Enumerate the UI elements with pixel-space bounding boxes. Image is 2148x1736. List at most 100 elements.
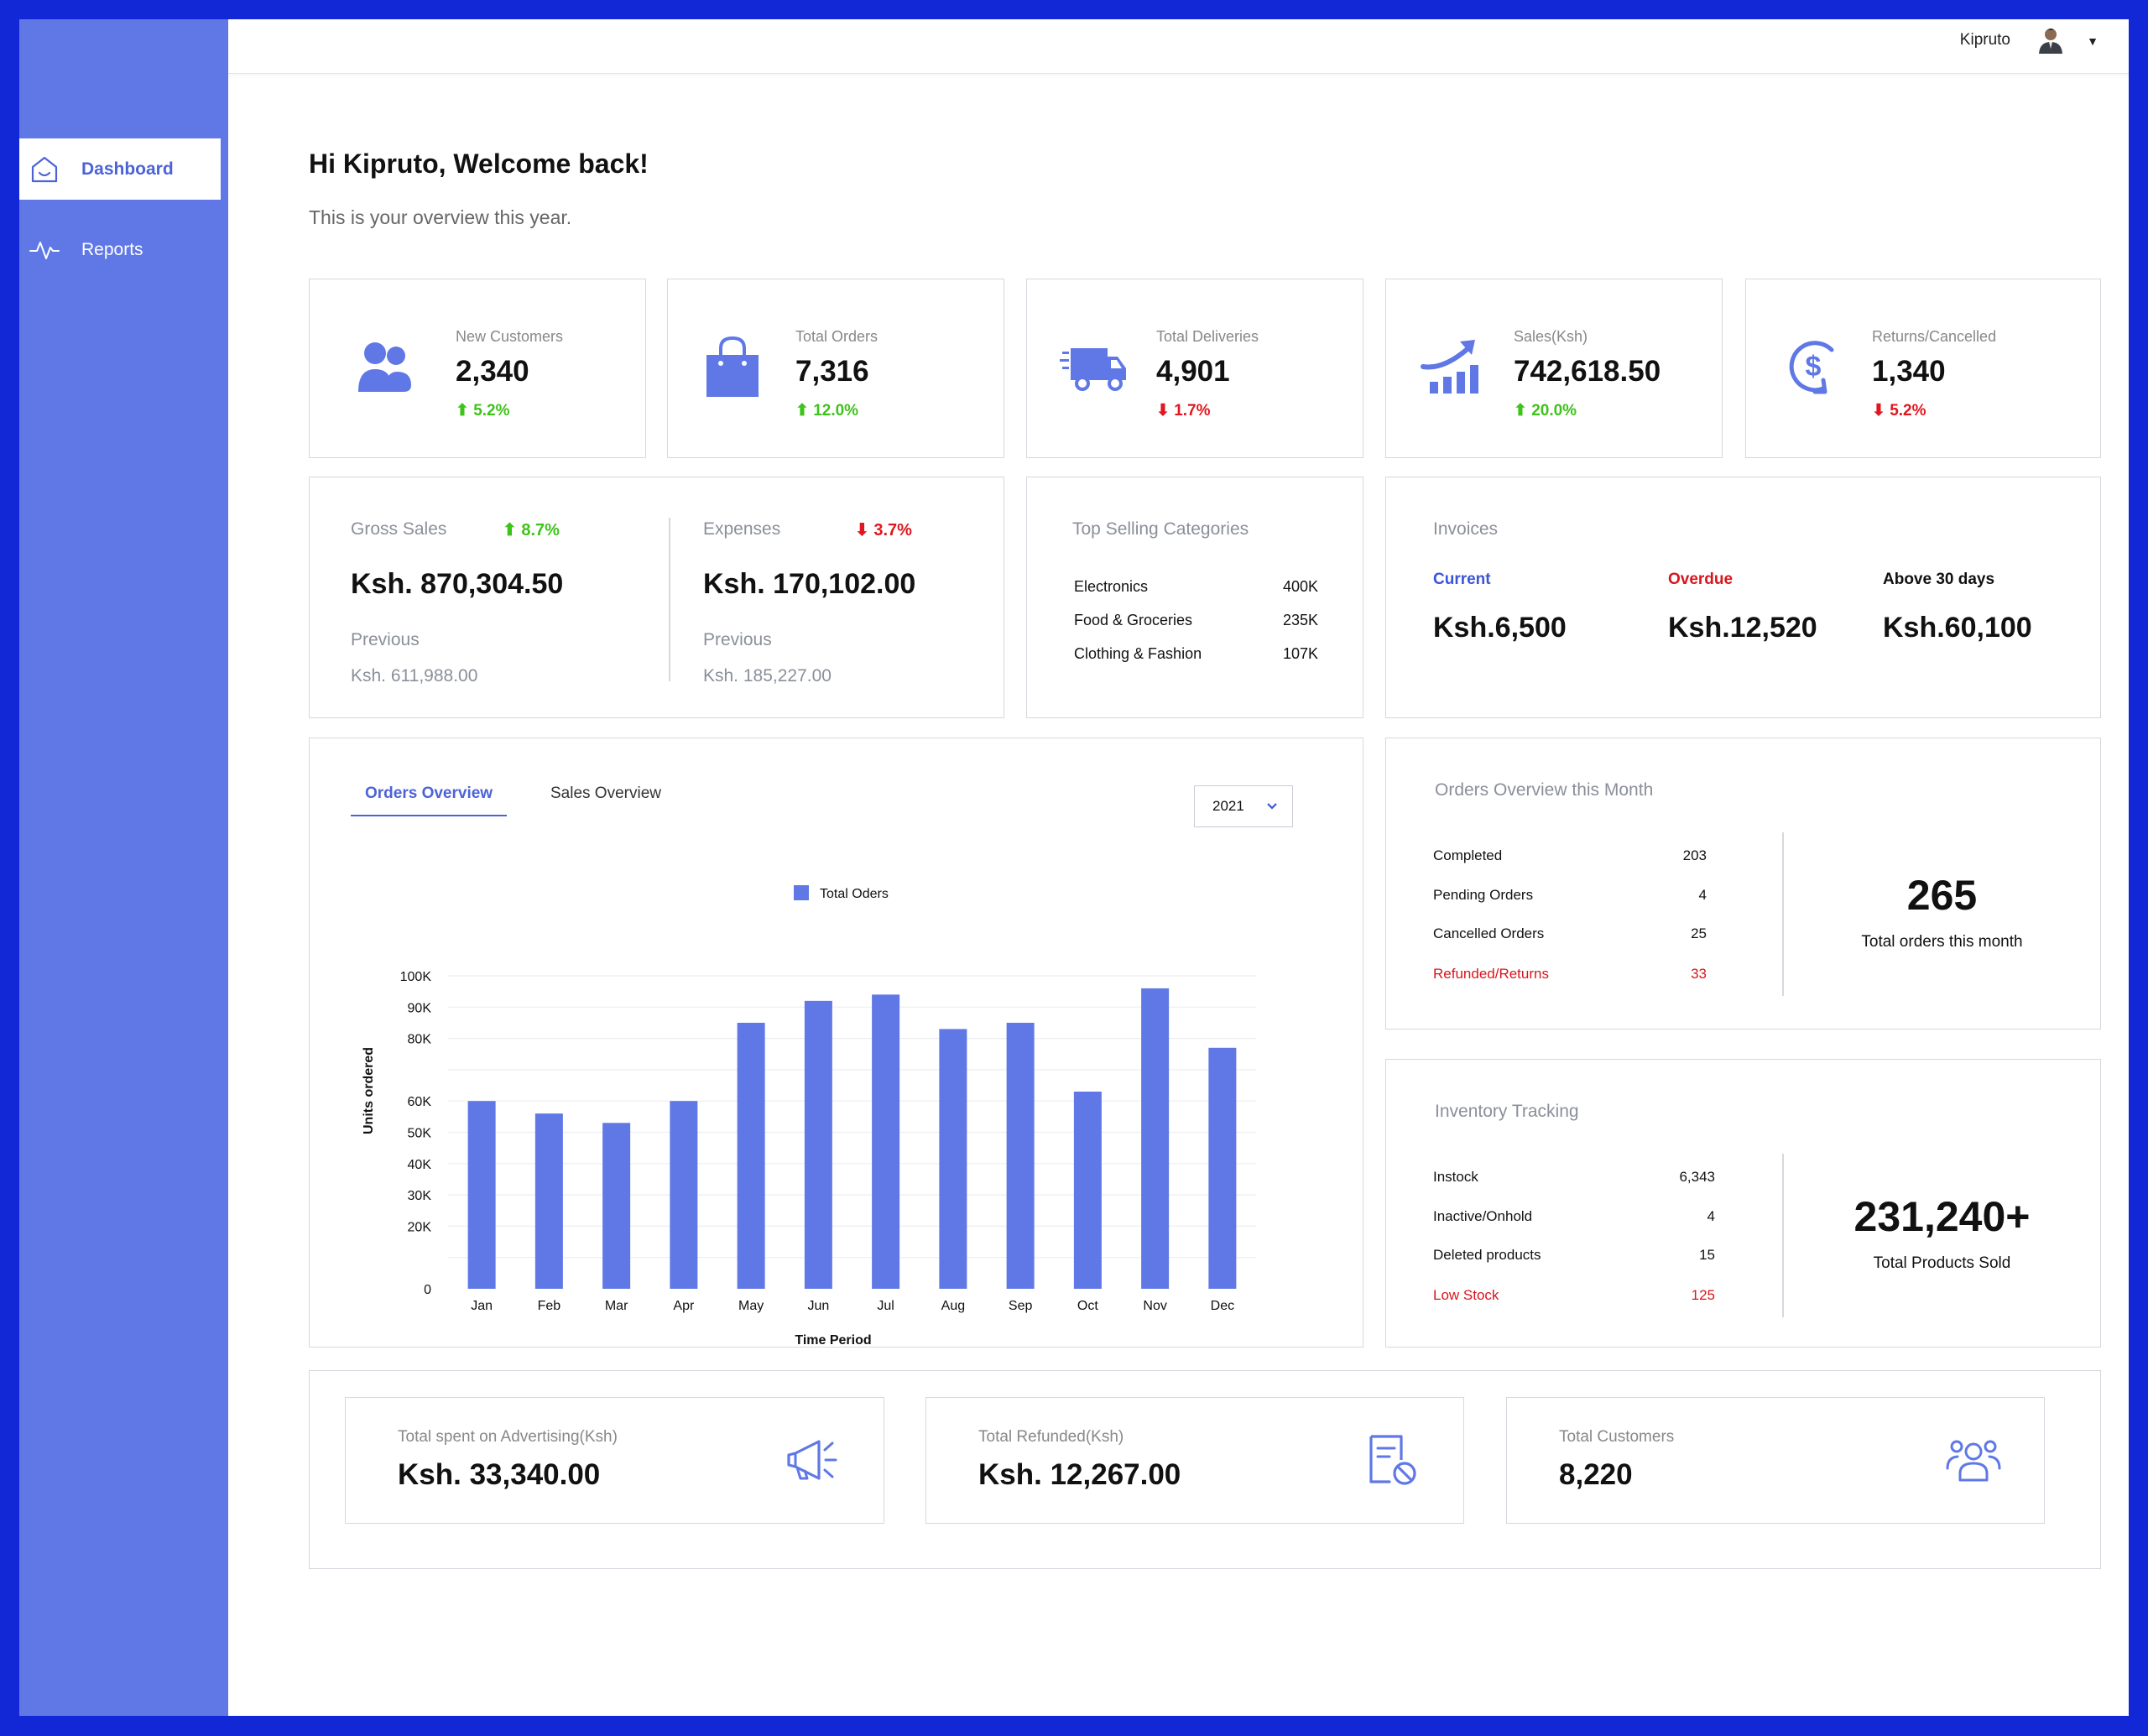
kpi-change: ⬆ 12.0% bbox=[795, 402, 859, 420]
orders-bar-chart: 0 20K 30K 40K 50K 60K 80K 90K 100K Jan Feb Mar Apr M… bbox=[362, 885, 1256, 1348]
expenses-label: Expenses bbox=[703, 519, 781, 539]
user-name[interactable]: Kipruto bbox=[1959, 31, 2010, 49]
gross-sales-value: Ksh. 870,304.50 bbox=[351, 568, 564, 600]
tab-orders-overview[interactable]: Orders Overview bbox=[351, 785, 508, 816]
y-tick-label: 30K bbox=[408, 1189, 432, 1203]
svg-text:$: $ bbox=[1806, 351, 1822, 383]
invoice-current-value: Ksh.6,500 bbox=[1433, 612, 1567, 644]
bar-apr[interactable] bbox=[670, 1101, 698, 1289]
kpi-card-new-customers: New Customers 2,340 ⬆ 5.2% bbox=[309, 279, 646, 458]
arrow-down-icon: ⬇ bbox=[855, 521, 869, 540]
refunded-card: Total Refunded(Ksh) Ksh. 12,267.00 bbox=[925, 1397, 1464, 1524]
sidebar-item-label: Reports bbox=[81, 239, 143, 259]
inventory-inactive-value: 4 bbox=[1707, 1208, 1715, 1224]
x-tick-label: Nov bbox=[1143, 1299, 1166, 1313]
bar-sep[interactable] bbox=[1006, 1022, 1035, 1289]
kpi-label: Sales(Ksh) bbox=[1514, 328, 1588, 345]
megaphone-icon bbox=[782, 1430, 842, 1490]
orders-refunded-label: Refunded/Returns bbox=[1433, 966, 1549, 982]
orders-refunded-value: 33 bbox=[1691, 966, 1707, 982]
inventory-total: 231,240+ bbox=[1853, 1193, 2031, 1240]
bar-jul[interactable] bbox=[872, 994, 900, 1289]
refund-document-icon bbox=[1363, 1430, 1423, 1490]
kpi-change: ⬆ 20.0% bbox=[1514, 402, 1577, 420]
bar-mar[interactable] bbox=[602, 1123, 631, 1289]
bar-jan[interactable] bbox=[467, 1101, 496, 1289]
advertising-value: Ksh. 33,340.00 bbox=[398, 1458, 601, 1491]
x-tick-label: Dec bbox=[1211, 1299, 1234, 1313]
sidebar-item-reports[interactable]: Reports bbox=[19, 219, 221, 280]
x-axis-title: Time Period bbox=[795, 1333, 871, 1348]
orders-month-title: Orders Overview this Month bbox=[1435, 780, 1654, 800]
advertising-card: Total spent on Advertising(Ksh) Ksh. 33,… bbox=[345, 1397, 884, 1524]
inventory-lowstock-value: 125 bbox=[1691, 1287, 1715, 1303]
orders-pending-label: Pending Orders bbox=[1433, 887, 1534, 903]
category-name: Food & Groceries bbox=[1074, 612, 1193, 628]
invoice-overdue-label: Overdue bbox=[1668, 571, 1734, 588]
kpi-label: New Customers bbox=[456, 328, 564, 345]
arrow-down-icon: ⬇ bbox=[1872, 402, 1885, 420]
bar-jun[interactable] bbox=[804, 1000, 832, 1289]
divider bbox=[1782, 1154, 1784, 1317]
top-bar: Kipruto ▼ bbox=[228, 19, 2129, 74]
app-frame: Dashboard Reports Kipruto ▼ Hi Kipruto, … bbox=[19, 19, 2129, 1716]
bar-dec[interactable] bbox=[1208, 1047, 1237, 1289]
category-value: 235K bbox=[1282, 612, 1318, 628]
kpi-value: 1,340 bbox=[1872, 355, 1946, 388]
inventory-card: Inventory Tracking Instock 6,343 Inactiv… bbox=[1385, 1059, 2101, 1348]
category-name: Clothing & Fashion bbox=[1074, 645, 1202, 662]
inventory-deleted-label: Deleted products bbox=[1433, 1247, 1541, 1263]
invoices-card: Invoices Current Ksh.6,500 Overdue Ksh.1… bbox=[1385, 477, 2101, 718]
kpi-card-total-deliveries: Total Deliveries 4,901 ⬇ 1.7% bbox=[1026, 279, 1363, 458]
summary-card: Total spent on Advertising(Ksh) Ksh. 33,… bbox=[309, 1370, 2101, 1569]
category-value: 400K bbox=[1282, 578, 1318, 595]
bar-oct[interactable] bbox=[1073, 1092, 1102, 1289]
orders-month-card: Orders Overview this Month Completed 203… bbox=[1385, 738, 2101, 1030]
inventory-inactive-label: Inactive/Onhold bbox=[1433, 1208, 1533, 1224]
invoice-above30-value: Ksh.60,100 bbox=[1883, 612, 2032, 644]
arrow-up-icon: ⬆ bbox=[1514, 402, 1527, 420]
kpi-value: 7,316 bbox=[795, 355, 869, 388]
kpi-label: Returns/Cancelled bbox=[1872, 328, 1997, 345]
expenses-value: Ksh. 170,102.00 bbox=[703, 568, 916, 600]
delivery-truck-icon bbox=[1059, 331, 1129, 402]
x-tick-label: Mar bbox=[605, 1299, 628, 1313]
dollar-return-icon: $ bbox=[1778, 331, 1848, 402]
y-tick-label: 20K bbox=[408, 1220, 432, 1234]
chart-grid bbox=[448, 975, 1256, 1259]
refunded-label: Total Refunded(Ksh) bbox=[978, 1428, 1124, 1446]
chevron-down-icon[interactable]: ▼ bbox=[2087, 34, 2098, 48]
bar-aug[interactable] bbox=[939, 1029, 967, 1289]
sales-expenses-card: Gross Sales ⬆ 8.7% Ksh. 870,304.50 Previ… bbox=[309, 477, 1004, 718]
y-tick-label: 80K bbox=[408, 1033, 432, 1047]
divider bbox=[669, 518, 670, 681]
gross-previous-value: Ksh. 611,988.00 bbox=[351, 666, 478, 686]
x-tick-label: Sep bbox=[1009, 1299, 1033, 1313]
bar-feb[interactable] bbox=[534, 1113, 563, 1289]
inventory-deleted-value: 15 bbox=[1699, 1247, 1715, 1263]
y-tick-label: 40K bbox=[408, 1158, 432, 1172]
x-tick-label: Jul bbox=[877, 1299, 894, 1313]
orders-chart-card: Orders Overview Sales Overview 2021 0 20K… bbox=[309, 738, 1363, 1348]
arrow-up-icon: ⬆ bbox=[456, 402, 469, 420]
chevron-down-icon bbox=[1265, 800, 1279, 813]
page-title: Hi Kipruto, Welcome back! bbox=[309, 149, 649, 179]
tab-sales-overview[interactable]: Sales Overview bbox=[550, 785, 661, 802]
total-customers-value: 8,220 bbox=[1559, 1458, 1633, 1491]
bar-nov[interactable] bbox=[1141, 988, 1170, 1289]
advertising-label: Total spent on Advertising(Ksh) bbox=[398, 1428, 618, 1446]
gross-sales-change: ⬆ 8.7% bbox=[503, 521, 560, 540]
invoice-current-label: Current bbox=[1433, 571, 1491, 588]
sidebar-item-label: Dashboard bbox=[81, 159, 174, 179]
orders-cancelled-value: 25 bbox=[1691, 925, 1707, 941]
invoice-overdue-value: Ksh.12,520 bbox=[1668, 612, 1817, 644]
year-select[interactable]: 2021 bbox=[1194, 785, 1293, 827]
total-customers-card: Total Customers 8,220 bbox=[1506, 1397, 2045, 1524]
kpi-card-returns: $ Returns/Cancelled 1,340 ⬇ 5.2% bbox=[1745, 279, 2101, 458]
sidebar-item-dashboard[interactable]: Dashboard bbox=[19, 138, 221, 200]
avatar[interactable] bbox=[2036, 25, 2065, 54]
inventory-lowstock-label: Low Stock bbox=[1433, 1287, 1499, 1303]
home-icon bbox=[26, 151, 63, 188]
top-selling-title: Top Selling Categories bbox=[1072, 519, 1249, 539]
bar-may[interactable] bbox=[737, 1022, 765, 1289]
